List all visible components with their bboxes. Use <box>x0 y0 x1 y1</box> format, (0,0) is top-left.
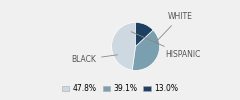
Text: HISPANIC: HISPANIC <box>131 32 201 59</box>
Wedge shape <box>132 30 160 70</box>
Legend: 47.8%, 39.1%, 13.0%: 47.8%, 39.1%, 13.0% <box>59 81 181 96</box>
Wedge shape <box>136 22 153 46</box>
Wedge shape <box>112 22 136 70</box>
Text: WHITE: WHITE <box>155 12 193 43</box>
Text: BLACK: BLACK <box>71 55 118 64</box>
